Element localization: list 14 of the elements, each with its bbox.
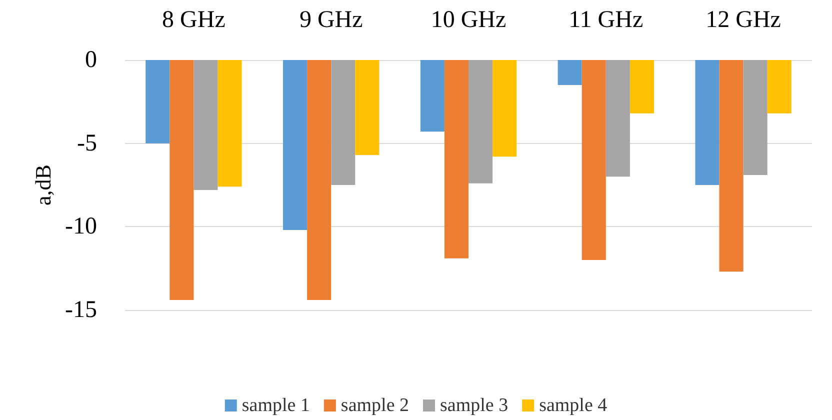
legend-label: sample 4 xyxy=(539,395,608,416)
x-tick-label: 12 GHz xyxy=(706,7,781,33)
y-tick-label: -5 xyxy=(77,130,97,156)
legend-label: sample 3 xyxy=(440,395,508,416)
y-tick-label: -15 xyxy=(65,297,97,323)
x-tick-label: 11 GHz xyxy=(568,7,644,33)
y-tick-label: 0 xyxy=(85,47,97,73)
x-tick-label: 10 GHz xyxy=(430,7,506,33)
x-tick-label: 9 GHz xyxy=(299,7,363,33)
legend-label: sample 1 xyxy=(242,395,310,416)
x-tick-label: 8 GHz xyxy=(162,7,226,33)
y-tick-label: -10 xyxy=(65,214,97,240)
legend-label: sample 2 xyxy=(340,395,410,416)
y-axis-title: a,dB xyxy=(30,164,56,206)
